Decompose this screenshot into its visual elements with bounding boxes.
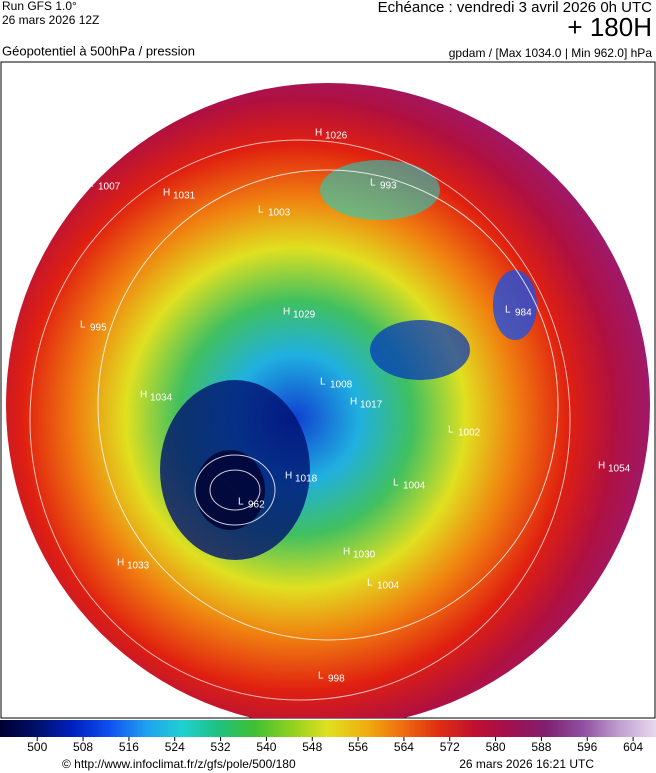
- center-pressure: 1003: [268, 208, 291, 219]
- colorbar-tick-label: 548: [302, 740, 322, 754]
- center-type: H: [140, 390, 147, 401]
- timestamp: 26 mars 2026 16:21 UTC: [459, 757, 594, 771]
- center-pressure: 1031: [173, 191, 196, 202]
- colorbar-tick-label: 500: [27, 740, 47, 754]
- colorbar-tick-label: 588: [531, 740, 551, 754]
- center-pressure: 984: [515, 308, 532, 319]
- colorbar-tick-label: 572: [440, 740, 460, 754]
- center-type: L: [318, 671, 324, 682]
- center-pressure: 1018: [295, 474, 318, 485]
- center-type: H: [343, 547, 350, 558]
- center-pressure: 1033: [127, 561, 150, 572]
- center-pressure: 995: [90, 323, 107, 334]
- center-pressure: 1002: [458, 428, 481, 439]
- isobar: [209, 469, 261, 511]
- center-pressure: 1004: [377, 581, 400, 592]
- center-type: L: [505, 305, 511, 316]
- center-pressure: 1030: [353, 550, 376, 561]
- colorbar-tick-label: 556: [348, 740, 368, 754]
- center-pressure: 993: [380, 181, 397, 192]
- center-type: H: [163, 188, 170, 199]
- colorbar-tick-label: 532: [211, 740, 231, 754]
- center-pressure: 1034: [150, 393, 173, 404]
- colorbar-tick-label: 580: [486, 740, 506, 754]
- center-pressure: 1026: [325, 131, 348, 142]
- center-type: L: [320, 377, 326, 388]
- center-type: H: [117, 558, 124, 569]
- center-pressure: 962: [248, 500, 265, 511]
- colorbar-tick-label: 508: [73, 740, 93, 754]
- colorbar-tick-label: 604: [623, 740, 643, 754]
- isobar: [97, 169, 559, 641]
- center-type: L: [370, 178, 376, 189]
- map: [6, 83, 650, 718]
- isobar: [29, 139, 571, 701]
- run-date: 26 mars 2026 12Z: [2, 13, 99, 27]
- colorbar-tick-label: 540: [256, 740, 276, 754]
- center-type: L: [448, 425, 454, 436]
- center-type: H: [285, 471, 292, 482]
- trough: [493, 270, 537, 340]
- colorbar-tick-label: 564: [394, 740, 414, 754]
- center-type: L: [393, 478, 399, 489]
- center-type: H: [315, 128, 322, 139]
- center-type: L: [88, 179, 94, 190]
- center-pressure: 1008: [330, 380, 353, 391]
- center-type: L: [238, 497, 244, 508]
- colorbar-tick-label: 516: [119, 740, 139, 754]
- trough: [370, 320, 470, 380]
- center-pressure: 1029: [293, 310, 316, 321]
- colorbar: [0, 720, 656, 737]
- center-pressure: 998: [328, 674, 345, 685]
- trough-core: [195, 450, 265, 530]
- trough: [320, 160, 440, 220]
- center-type: L: [367, 578, 373, 589]
- center-type: H: [283, 307, 290, 318]
- echeance: Echéance : vendredi 3 avril 2026 0h UTC: [378, 0, 652, 16]
- center-pressure: 1007: [98, 182, 121, 193]
- center-pressure: 1054: [608, 464, 631, 475]
- colorbar-tick-label: 524: [165, 740, 185, 754]
- units: gpdam / [Max 1034.0 | Min 962.0] hPa: [449, 46, 653, 60]
- colorbar-ticks: 500 508 516 524 532 540 548 556 564 572 580 588 596 6…: [27, 737, 643, 754]
- center-type: L: [258, 205, 264, 216]
- isobar: [194, 454, 276, 526]
- lead-time: + 180H: [567, 12, 652, 42]
- center-pressure: 1017: [360, 400, 383, 411]
- hemisphere: [6, 83, 650, 718]
- colorbar-tick-label: 596: [577, 740, 597, 754]
- center-type: L: [80, 320, 86, 331]
- center-pressure: 1004: [403, 481, 426, 492]
- source-url: © http://www.infoclimat.fr/z/gfs/pole/50…: [62, 757, 296, 771]
- center-type: H: [598, 461, 605, 472]
- field: Géopotentiel à 500hPa / pression: [2, 43, 195, 58]
- run: Run GFS 1.0°: [2, 0, 77, 13]
- center-type: H: [350, 397, 357, 408]
